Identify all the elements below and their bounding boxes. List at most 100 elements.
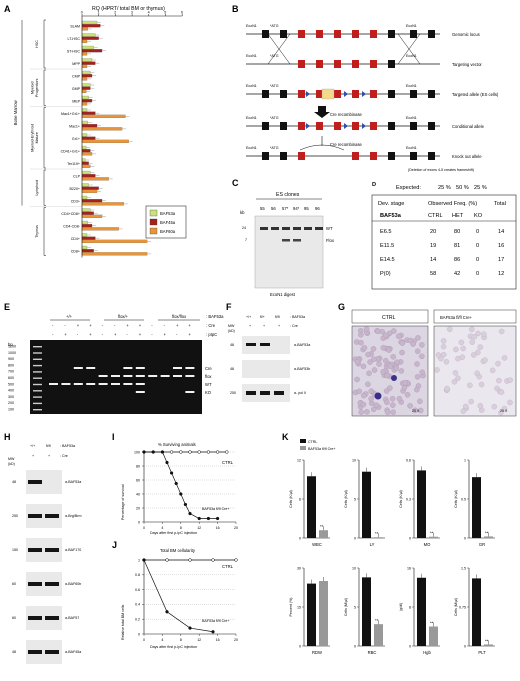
rbc xyxy=(455,375,461,381)
exon xyxy=(388,90,395,98)
exon xyxy=(428,90,435,98)
row-label-pipc: : pIpC xyxy=(206,332,217,337)
data-point xyxy=(215,516,220,521)
data-point xyxy=(206,516,211,521)
exon xyxy=(352,60,359,68)
rbc xyxy=(390,354,397,360)
econ1-site: EcoN1 xyxy=(406,24,417,28)
ladder-band xyxy=(33,409,42,411)
panel-f-letter: F xyxy=(226,302,232,312)
ladder-band xyxy=(33,377,42,379)
table-value-cell: 81 xyxy=(454,243,460,249)
a-bar xyxy=(81,24,101,28)
k-bar-ko xyxy=(484,644,493,646)
cre-sign: + xyxy=(139,323,142,328)
k-bar-ko xyxy=(374,624,383,646)
clone-lane-label: 57* xyxy=(282,206,289,211)
panel-h: H +/+ fl/fl : BAF53a MW (kD) + + : Cre 4… xyxy=(4,432,81,664)
clone-lane-label: 56 xyxy=(271,206,276,211)
a-row-label: B220+ xyxy=(70,187,81,191)
exon xyxy=(280,90,287,98)
k-bar-ctrl xyxy=(362,471,371,538)
row-targeting-vector: Targeting vector xyxy=(452,62,482,67)
f-genotype-1: +/+ xyxy=(246,315,251,319)
k-y-tick: 15 xyxy=(297,605,301,609)
pipc-sign: + xyxy=(164,332,167,337)
a-bar xyxy=(81,99,93,103)
h-blot-label: α-Brg/Brm xyxy=(65,514,81,518)
pipc-sign: - xyxy=(102,332,104,337)
exon xyxy=(334,30,341,38)
f-genotype-label: : BAF53a xyxy=(290,315,305,319)
h-genotype-label: : BAF53a xyxy=(60,444,75,448)
rbc xyxy=(384,409,391,415)
f-genotype-2: fl/+ xyxy=(260,315,265,319)
cre-band xyxy=(135,367,145,369)
band-cre: Cre xyxy=(205,366,212,371)
y-tick-label: 20 xyxy=(136,506,140,510)
a-row-label: MPP xyxy=(72,62,80,66)
ladder-band xyxy=(33,383,42,386)
rbc xyxy=(368,400,375,407)
rbc xyxy=(396,395,403,402)
rbc xyxy=(491,403,498,410)
cre-sign: - xyxy=(102,323,104,328)
panel-i-letter: I xyxy=(112,432,115,442)
rbc xyxy=(443,359,450,365)
data-point xyxy=(197,516,201,521)
j-ylabel: Relative total BM cells xyxy=(121,604,125,640)
atg-label: *ATG xyxy=(270,24,279,28)
rbc xyxy=(460,408,467,414)
a-bar xyxy=(81,83,91,87)
rbc xyxy=(440,343,447,350)
k-y-tick: 0.6 xyxy=(406,458,411,462)
h-band xyxy=(28,514,42,518)
a-tick-label: 6 xyxy=(181,11,183,15)
econ1-site: EcoN1 xyxy=(246,54,257,58)
rbc xyxy=(360,401,367,408)
rbc xyxy=(390,409,396,415)
rbc xyxy=(458,339,465,346)
a-bar xyxy=(81,120,88,125)
wbc xyxy=(391,375,397,381)
k-panel-label: WBC xyxy=(312,542,322,547)
exon xyxy=(388,60,395,68)
table-value-cell: 0 xyxy=(476,229,479,235)
wt-band xyxy=(260,227,268,230)
rbc xyxy=(356,388,362,395)
x-tick-label: 20 xyxy=(234,638,238,642)
i-ylabel: Percentage of survival xyxy=(121,484,125,520)
rbc xyxy=(365,351,371,358)
band-ko: KO xyxy=(205,390,212,395)
data-point xyxy=(169,450,174,454)
wt-band xyxy=(61,383,71,385)
k-y-tick: 10 xyxy=(352,566,356,570)
rbc xyxy=(498,328,505,335)
exon xyxy=(316,30,323,38)
pipc-sign: + xyxy=(89,332,92,337)
k-y-tick: 5 xyxy=(354,605,356,609)
rbc xyxy=(469,339,475,345)
h-genotype-1: +/+ xyxy=(30,444,35,448)
rbc xyxy=(370,346,377,352)
rbc xyxy=(435,352,442,358)
rbc xyxy=(507,377,513,383)
h-marker: 48 xyxy=(12,650,16,654)
k-y-tick: 0 xyxy=(409,644,411,648)
table-stage-cell: P(0) xyxy=(380,271,391,277)
ladder-label: 100 xyxy=(8,408,14,412)
k-bar-ctrl xyxy=(307,583,316,646)
k-y-tick: 1 xyxy=(464,458,466,462)
mag-ctrl: 20 X xyxy=(412,409,420,413)
h-blot-label: α-BAF53a xyxy=(65,480,81,484)
rbc xyxy=(419,369,425,375)
rbc xyxy=(404,391,411,398)
series-line xyxy=(143,559,214,633)
a-bar xyxy=(81,183,89,187)
wt-band xyxy=(123,383,133,385)
exon xyxy=(352,122,359,130)
rbc xyxy=(414,348,421,354)
data-point xyxy=(165,460,169,465)
rbc xyxy=(453,346,459,353)
data-point xyxy=(165,610,169,614)
